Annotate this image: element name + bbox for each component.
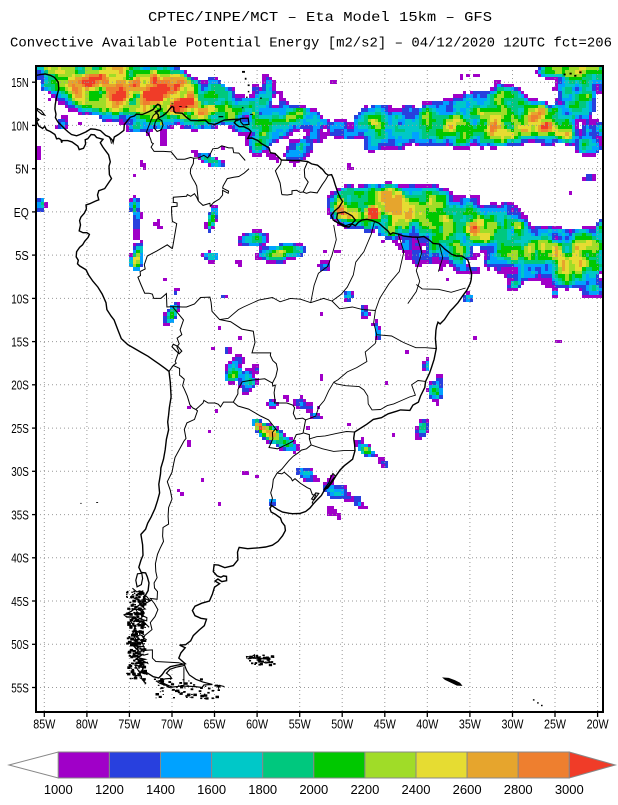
svg-text:55S: 55S (11, 680, 29, 695)
svg-text:35S: 35S (11, 508, 29, 523)
svg-text:45S: 45S (11, 594, 29, 609)
svg-text:1200: 1200 (95, 782, 124, 797)
svg-text:30S: 30S (11, 464, 29, 479)
svg-text:2800: 2800 (504, 782, 533, 797)
svg-text:35W: 35W (459, 717, 482, 732)
svg-text:50W: 50W (331, 717, 354, 732)
svg-text:80W: 80W (76, 717, 99, 732)
svg-text:50S: 50S (11, 637, 29, 652)
svg-text:55W: 55W (289, 717, 312, 732)
svg-text:75W: 75W (118, 717, 141, 732)
svg-text:70W: 70W (161, 717, 184, 732)
svg-text:25S: 25S (11, 421, 29, 436)
svg-text:1400: 1400 (146, 782, 175, 797)
svg-text:10S: 10S (11, 291, 29, 306)
svg-text:85W: 85W (33, 717, 56, 732)
svg-text:2000: 2000 (299, 782, 328, 797)
svg-text:2200: 2200 (350, 782, 379, 797)
svg-text:1800: 1800 (248, 782, 277, 797)
svg-text:15S: 15S (11, 335, 29, 350)
svg-text:20S: 20S (11, 378, 29, 393)
svg-text:CPTEC/INPE/MCT – Eta Model 15: CPTEC/INPE/MCT – Eta Model 15km – GFS (148, 10, 492, 26)
svg-text:15N: 15N (11, 75, 29, 90)
svg-text:Convective Available Potential: Convective Available Potential Energy [m… (10, 36, 612, 52)
svg-text:60W: 60W (246, 717, 269, 732)
svg-text:20W: 20W (587, 717, 610, 732)
svg-text:2600: 2600 (453, 782, 482, 797)
svg-text:1000: 1000 (44, 782, 73, 797)
svg-text:EQ: EQ (14, 205, 29, 220)
svg-text:45W: 45W (374, 717, 397, 732)
svg-text:1600: 1600 (197, 782, 226, 797)
svg-text:40S: 40S (11, 551, 29, 566)
svg-text:25W: 25W (544, 717, 567, 732)
svg-text:3000: 3000 (555, 782, 584, 797)
svg-text:10N: 10N (11, 118, 29, 133)
svg-text:40W: 40W (416, 717, 439, 732)
svg-text:5S: 5S (15, 248, 29, 263)
svg-text:65W: 65W (204, 717, 227, 732)
svg-text:5N: 5N (15, 162, 28, 177)
svg-text:2400: 2400 (402, 782, 431, 797)
svg-text:30W: 30W (502, 717, 525, 732)
